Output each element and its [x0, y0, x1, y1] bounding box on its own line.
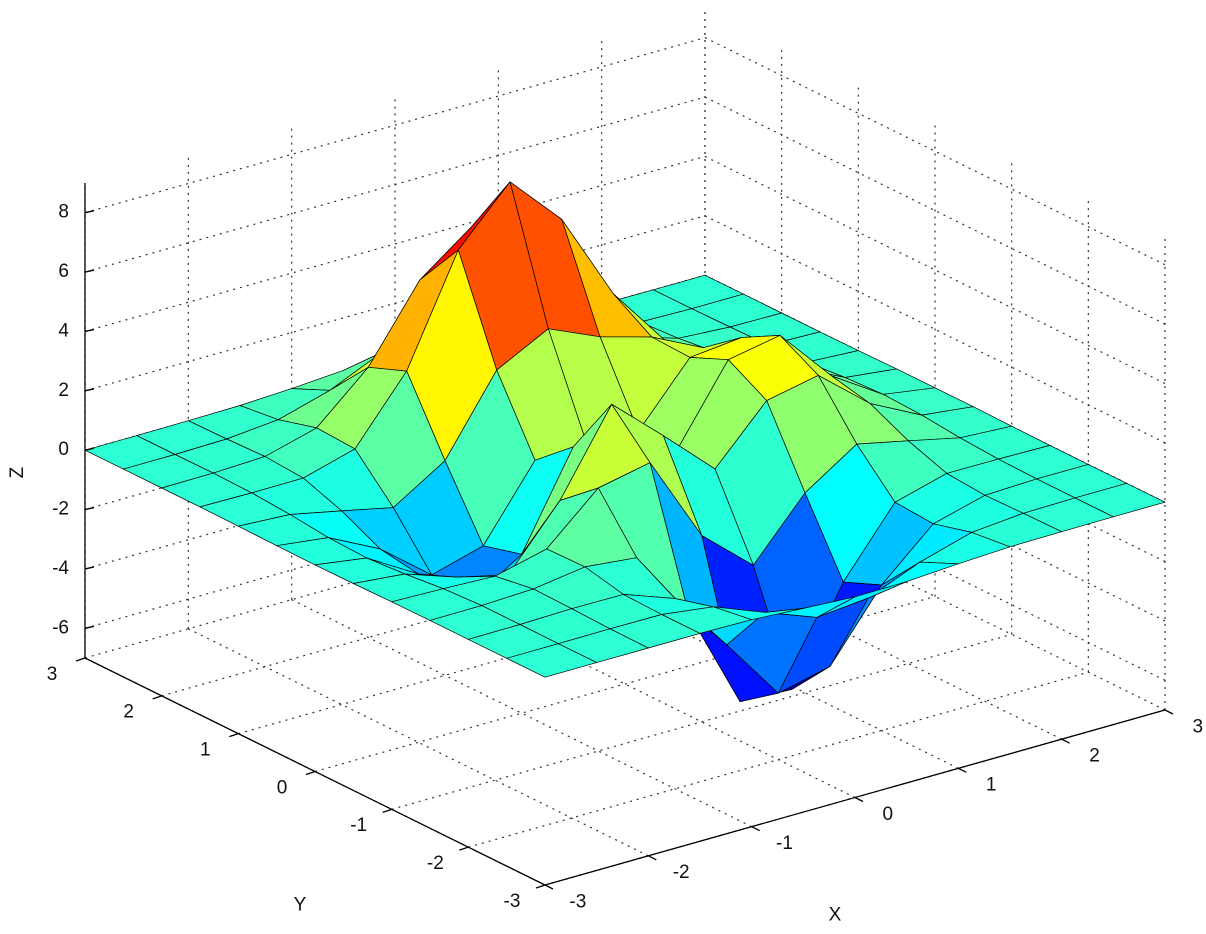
grid-line: [84, 37, 706, 214]
x-tick-label: 2: [1089, 745, 1100, 766]
axes: -3 -2 -1 0 1 2 3 -3 -2 -1 0 1 2 3 -6 -4 -2 0 2 4 6 8 X Y Z: [7, 183, 1203, 926]
z-tick: [84, 269, 95, 273]
surface-patch: [506, 643, 598, 678]
grid-line: [704, 155, 1166, 384]
surface: [84, 181, 1166, 702]
x-tick-label: 1: [986, 775, 997, 796]
y-tick-label: 1: [200, 739, 211, 760]
x-tick: [854, 796, 864, 803]
x-tick-label: 0: [883, 804, 894, 825]
y-tick-label: -3: [504, 891, 521, 912]
x-tick-label: -1: [776, 833, 793, 854]
x-tick: [544, 884, 554, 890]
z-tick-label: 4: [58, 320, 69, 341]
grid-line: [704, 37, 1166, 266]
z-tick-label: -6: [52, 617, 69, 638]
z-tick: [84, 210, 95, 214]
y-tick: [382, 808, 392, 813]
grid-line: [314, 595, 936, 773]
y-tick-label: 0: [277, 777, 288, 798]
x-tick: [958, 767, 967, 773]
x-tick: [1164, 709, 1174, 715]
y-tick-label: -2: [427, 853, 444, 874]
grid-line: [391, 633, 1012, 810]
y-axis-label: Y: [294, 895, 307, 916]
y-tick-label: -1: [350, 815, 367, 836]
grid-line: [84, 155, 706, 333]
z-tick: [84, 625, 95, 629]
grid-line: [188, 628, 649, 857]
grid-line: [84, 215, 706, 392]
y-tick-label: 3: [47, 664, 58, 685]
y-tick: [229, 733, 239, 738]
y-tick: [459, 846, 469, 851]
z-tick-label: -4: [52, 558, 69, 579]
z-tick-label: 2: [58, 380, 69, 401]
x-axis-label: X: [829, 905, 842, 926]
x-tick-label: -2: [673, 862, 690, 883]
z-tick: [84, 388, 95, 392]
y-tick: [75, 657, 86, 662]
grid-line: [468, 671, 1089, 848]
x-tick-label: 3: [1193, 716, 1204, 737]
x-tick: [1061, 738, 1070, 744]
z-tick: [84, 566, 95, 570]
x-tick: [648, 855, 657, 861]
z-tick-label: 6: [58, 261, 69, 282]
z-axis-label: Z: [7, 466, 28, 478]
grid-line: [704, 96, 1166, 325]
y-tick: [535, 884, 546, 889]
y-tick: [305, 770, 316, 776]
y-tick: [152, 695, 162, 700]
z-tick: [84, 506, 95, 511]
y-tick-label: 2: [123, 702, 134, 723]
z-tick-label: 0: [58, 439, 69, 460]
x-tick: [751, 826, 760, 832]
z-tick: [84, 447, 95, 451]
z-tick-label: -2: [52, 499, 69, 520]
grid-line: [84, 96, 706, 273]
z-tick: [84, 328, 95, 333]
grid-line: [291, 599, 752, 828]
x-tick-label: -3: [569, 891, 586, 912]
grid-line: [704, 215, 1166, 444]
z-tick-label: 8: [58, 202, 69, 223]
